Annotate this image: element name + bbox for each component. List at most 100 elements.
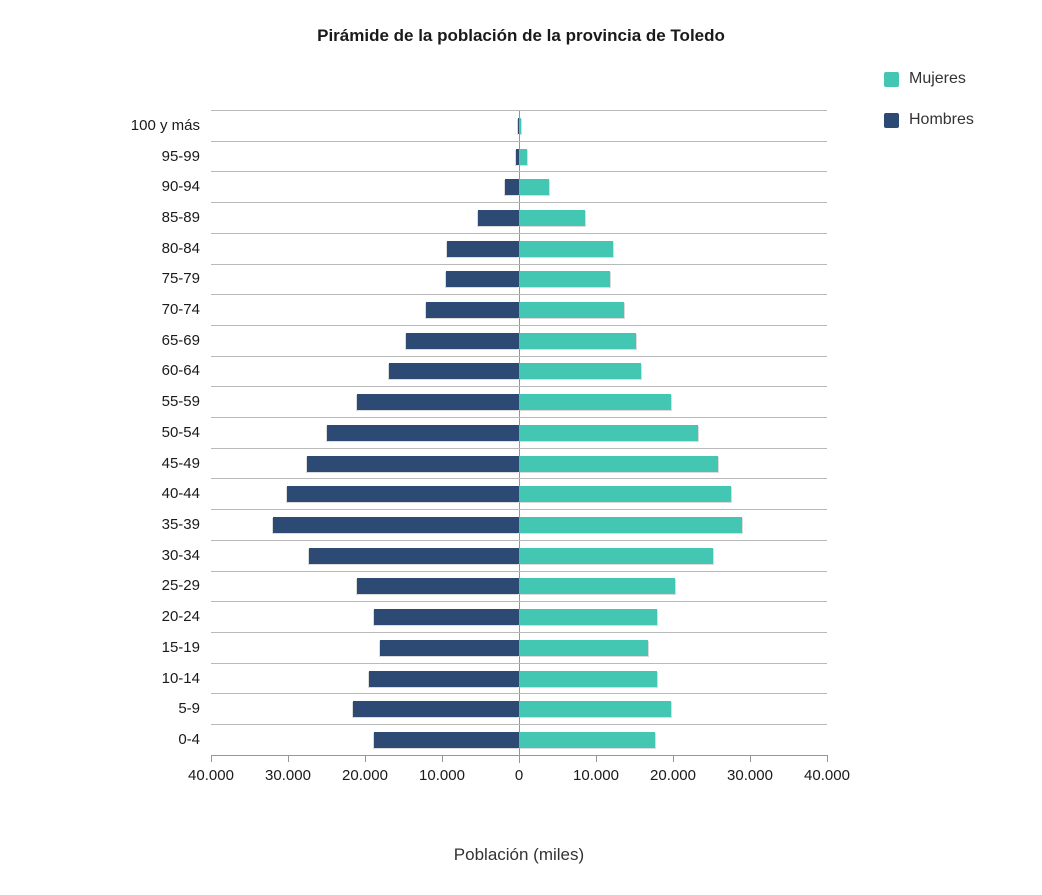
pyramid-row-50-54 [211,417,827,448]
x-tick [211,755,212,762]
age-label-35-39: 35-39 [161,515,200,533]
bar-mujeres-30-34[interactable] [519,547,714,564]
chart-title: Pirámide de la población de la provincia… [317,26,725,45]
x-tick-label: 40.000 [804,767,850,784]
age-label-70-74: 70-74 [161,301,200,319]
bar-mujeres-55-59[interactable] [519,394,671,411]
bar-mujeres-75-79[interactable] [519,271,610,288]
legend-item-mujeres[interactable]: Mujeres [884,71,974,87]
pyramid-row-10-14 [211,662,827,694]
pyramid-row-70-74 [211,294,827,325]
legend-item-hombres[interactable]: Hombres [884,112,974,128]
bar-hombres-25-29[interactable] [356,578,519,595]
age-label-5-9: 5-9 [178,700,200,718]
bar-mujeres-35-39[interactable] [519,516,742,533]
bar-hombres-5-9[interactable] [353,701,519,718]
bar-mujeres-60-64[interactable] [519,363,642,380]
bar-mujeres-0-4[interactable] [519,731,655,748]
bar-hombres-40-44[interactable] [287,486,519,503]
bar-hombres-80-84[interactable] [447,240,519,257]
bar-hombres-20-24[interactable] [374,609,519,626]
pyramid-row-85-89 [211,202,827,233]
age-label-100-y-más: 100 y más [130,116,200,134]
pyramid-row-45-49 [211,447,827,479]
bar-hombres-100-y-más[interactable] [518,117,519,134]
age-label-60-64: 60-64 [161,362,200,380]
age-label-0-4: 0-4 [178,730,200,748]
pyramid-row-80-84 [211,232,827,264]
pyramid-row-40-44 [211,478,827,509]
bar-hombres-30-34[interactable] [308,547,519,564]
bar-mujeres-10-14[interactable] [519,670,657,687]
age-label-95-99: 95-99 [161,147,200,165]
age-label-65-69: 65-69 [161,331,200,349]
bar-hombres-90-94[interactable] [505,179,519,196]
x-tick-label: 10.000 [573,767,619,784]
bar-hombres-0-4[interactable] [374,731,519,748]
x-tick [750,755,751,762]
age-label-15-19: 15-19 [161,638,200,656]
bar-mujeres-80-84[interactable] [519,240,613,257]
pyramid-row-25-29 [211,570,827,602]
x-tick [596,755,597,762]
bar-hombres-85-89[interactable] [478,209,519,226]
bar-mujeres-5-9[interactable] [519,701,672,718]
bar-hombres-55-59[interactable] [356,394,519,411]
pyramid-row-55-59 [211,386,827,417]
bar-mujeres-40-44[interactable] [519,486,731,503]
pyramid-row-95-99 [211,140,827,172]
bar-mujeres-25-29[interactable] [519,578,675,595]
bar-mujeres-95-99[interactable] [519,148,528,165]
bar-hombres-15-19[interactable] [380,639,519,656]
bar-mujeres-45-49[interactable] [519,455,718,472]
age-label-80-84: 80-84 [161,239,200,257]
bar-hombres-50-54[interactable] [326,424,519,441]
x-axis-title: Población (miles) [453,845,585,864]
age-label-10-14: 10-14 [161,669,200,687]
x-tick-label: 40.000 [188,767,234,784]
age-group-axis: 100 y más 95-99 90-94 85-89 80-84 75-79 70-74 6… [0,110,200,755]
x-tick [827,755,828,762]
legend-label-mujeres: Mujeres [909,70,966,87]
mujeres-swatch-icon [884,71,899,87]
bar-hombres-75-79[interactable] [445,271,519,288]
pyramid-row-0-4 [211,724,827,755]
bar-mujeres-15-19[interactable] [519,639,649,656]
pyramid-row-100-y-más [211,110,827,141]
age-label-85-89: 85-89 [161,208,200,226]
bar-mujeres-65-69[interactable] [519,332,637,349]
bar-hombres-10-14[interactable] [368,670,519,687]
x-tick [442,755,443,762]
bar-hombres-65-69[interactable] [405,332,519,349]
pyramid-row-35-39 [211,509,827,540]
age-label-90-94: 90-94 [161,178,200,196]
bar-mujeres-100-y-más[interactable] [519,117,522,134]
pyramid-row-90-94 [211,171,827,202]
bar-mujeres-20-24[interactable] [519,609,657,626]
pyramid-row-30-34 [211,539,827,571]
pyramid-row-15-19 [211,631,827,663]
age-label-45-49: 45-49 [161,454,200,472]
bar-hombres-60-64[interactable] [388,363,519,380]
bar-hombres-70-74[interactable] [425,302,519,319]
pyramid-row-75-79 [211,263,827,295]
bar-mujeres-90-94[interactable] [519,179,550,196]
bar-mujeres-85-89[interactable] [519,209,586,226]
plot-area: 40.000 30.000 20.000 10.000 0 10.000 20.000 30.… [188,110,850,784]
bar-hombres-45-49[interactable] [307,455,519,472]
bar-hombres-95-99[interactable] [515,148,519,165]
age-label-40-44: 40-44 [161,485,200,503]
plot-rows [211,110,827,755]
bar-hombres-35-39[interactable] [272,516,519,533]
age-label-50-54: 50-54 [161,423,200,441]
bar-mujeres-70-74[interactable] [519,302,624,319]
age-label-75-79: 75-79 [161,270,200,288]
pyramid-row-20-24 [211,601,827,632]
age-label-20-24: 20-24 [161,608,200,626]
x-tick-label: 0 [514,767,524,784]
bar-mujeres-50-54[interactable] [519,424,699,441]
x-tick-label: 20.000 [342,767,388,784]
x-tick-label: 30.000 [265,767,311,784]
pyramid-row-65-69 [211,324,827,356]
